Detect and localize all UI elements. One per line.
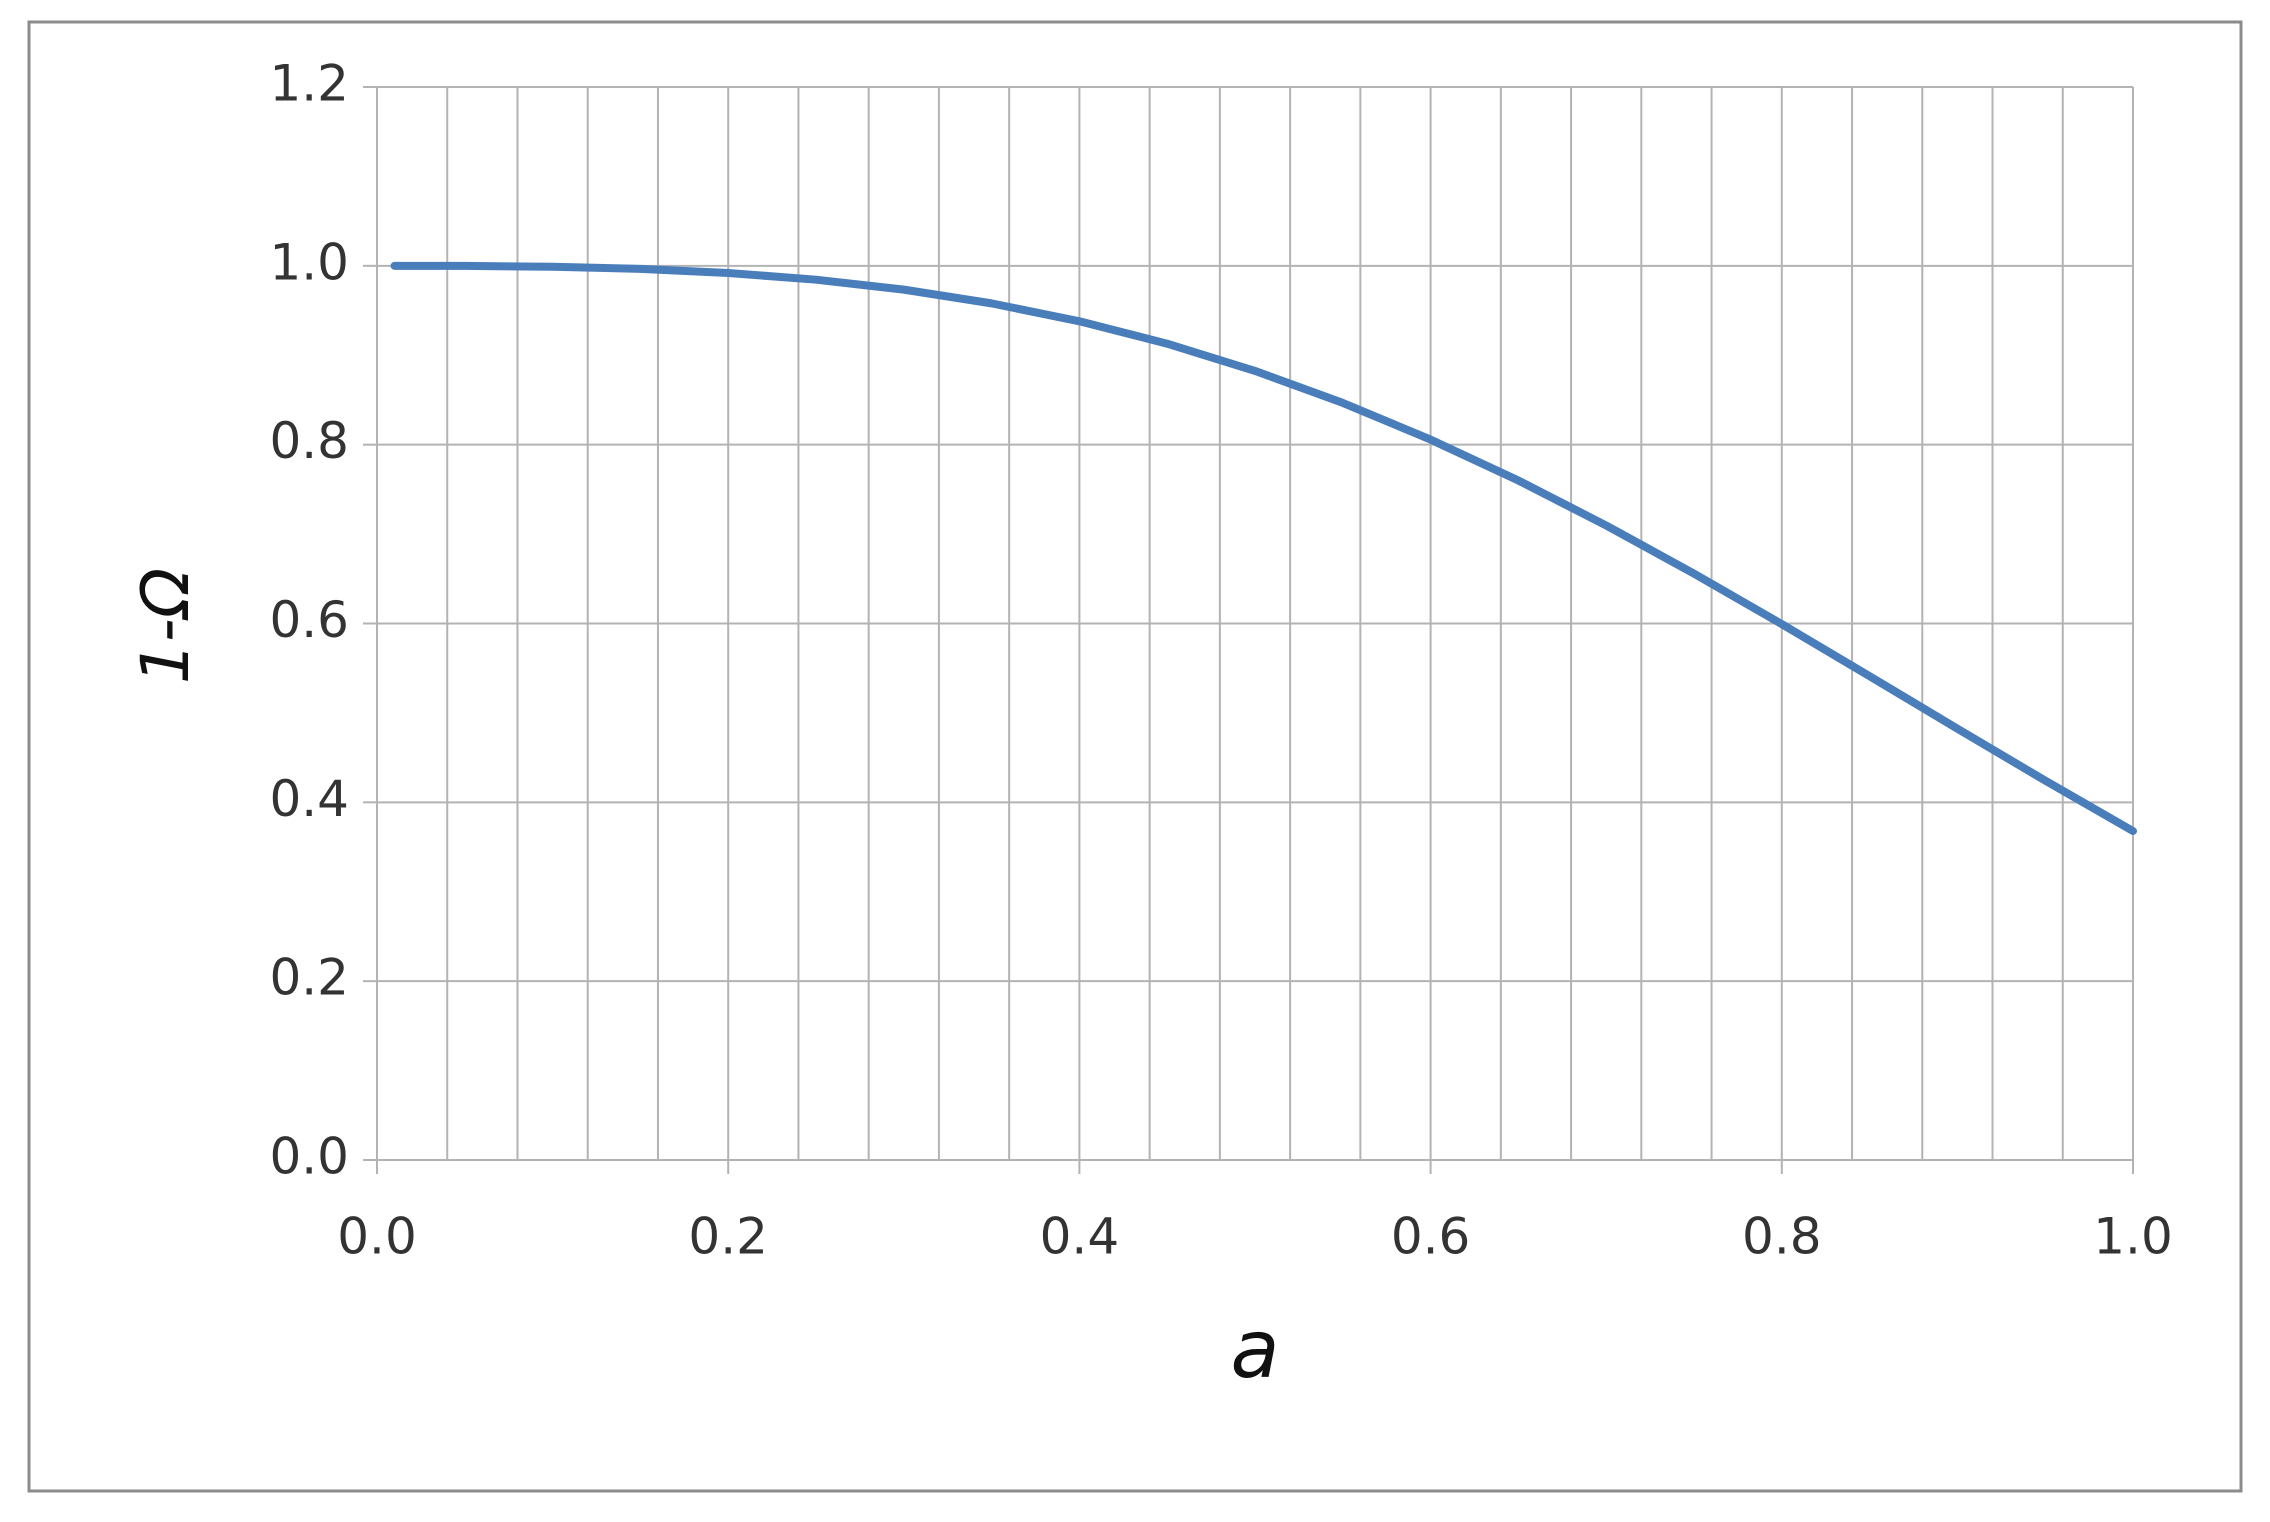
y-tick-label: 0.4 <box>269 770 349 828</box>
y-tick-label: 1.0 <box>269 233 349 291</box>
x-axis-label: a <box>1230 1303 1279 1396</box>
data-line <box>390 261 2137 836</box>
x-tick-label: 0.8 <box>1742 1208 1822 1266</box>
x-tick-label: 1.0 <box>2093 1208 2173 1266</box>
x-tick-label: 0.2 <box>688 1208 768 1266</box>
y-tick-label: 0.2 <box>269 949 349 1007</box>
y-tick-label: 0.8 <box>269 412 349 470</box>
x-tick-label: 0.4 <box>1040 1208 1120 1266</box>
x-tick-label: 0.0 <box>337 1208 417 1266</box>
chart-border <box>27 20 2243 1493</box>
y-axis-label: 1-Ω <box>127 568 204 684</box>
x-tick-label: 0.6 <box>1391 1208 1471 1266</box>
y-tick-label: 0.0 <box>269 1128 349 1186</box>
y-tick-label: 0.6 <box>269 591 349 649</box>
y-tick-label: 1.2 <box>269 55 349 113</box>
